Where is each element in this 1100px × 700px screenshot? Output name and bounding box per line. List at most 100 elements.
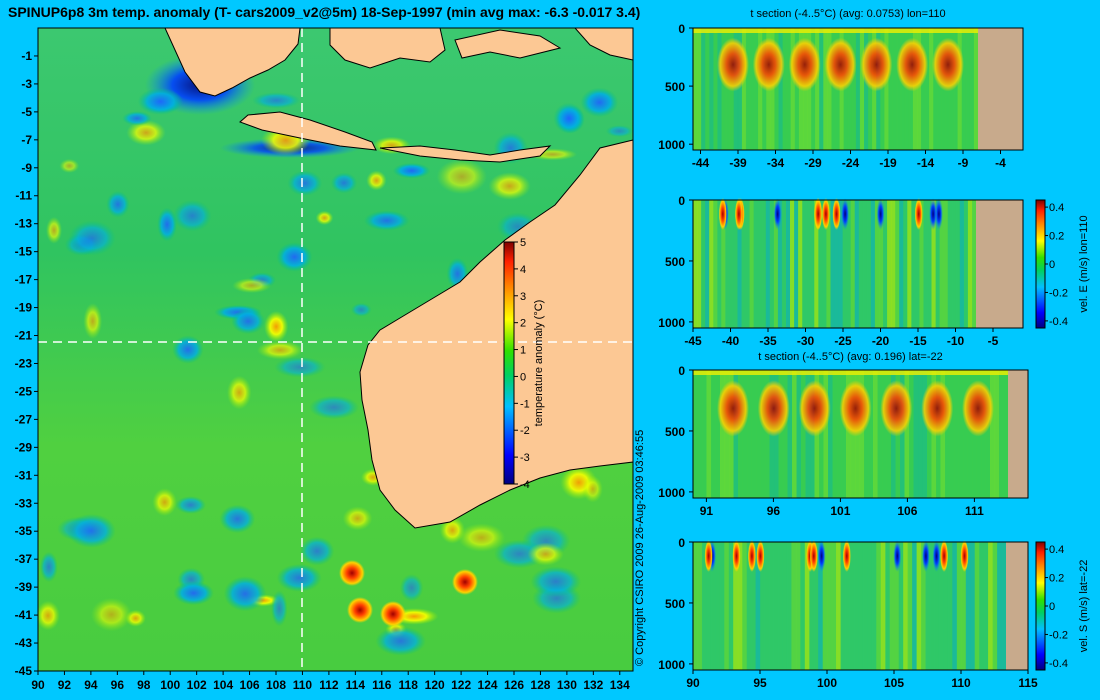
section-x-tick-label: -40 — [722, 334, 740, 348]
section-x-tick-label: 105 — [884, 676, 904, 690]
warm-eddy — [152, 488, 177, 517]
section-x-tick-label: -5 — [988, 334, 999, 348]
section-column — [992, 542, 998, 670]
section-column — [866, 200, 872, 328]
section-column — [751, 542, 757, 670]
section-column — [717, 28, 723, 150]
section-column — [947, 200, 953, 328]
section-column — [882, 370, 888, 498]
section-column — [840, 542, 846, 670]
section-colorbar-ramp — [1035, 199, 1046, 329]
section-column — [749, 200, 755, 328]
section-column — [823, 28, 828, 150]
positive-velocity-jet — [734, 198, 743, 230]
section-column — [953, 28, 959, 150]
map-frame — [37, 27, 634, 672]
section-x-tick-label: 90 — [686, 676, 700, 690]
section-column — [967, 200, 973, 328]
cool-eddy — [375, 626, 427, 656]
section-column — [990, 370, 996, 498]
section-column — [790, 200, 795, 328]
section-colorbar-tick-label: 0.4 — [1049, 544, 1064, 556]
section-column — [929, 28, 934, 150]
section-column — [693, 28, 698, 150]
section-x-tick-label: -35 — [759, 334, 777, 348]
section-y-tick-label: 1000 — [658, 486, 685, 500]
warm-core — [717, 380, 749, 437]
section-column — [907, 542, 913, 670]
negative-velocity-jet — [817, 540, 826, 572]
section-column — [834, 200, 840, 328]
section-column — [923, 200, 928, 328]
map-y-tick-label: -21 — [15, 329, 33, 343]
section-column — [782, 28, 788, 150]
positive-velocity-jet — [747, 540, 756, 572]
negative-velocity-jet — [893, 540, 902, 572]
section-frame — [692, 369, 1029, 499]
section-column — [753, 200, 759, 328]
section-column — [710, 542, 716, 670]
map-colorbar-tick-label: -3 — [520, 452, 530, 464]
section-colorbar-tick-label: 0 — [1049, 259, 1055, 271]
section-column — [737, 542, 743, 670]
positive-velocity-jet — [940, 540, 949, 572]
section-colorbar-tick-label: 0.2 — [1049, 231, 1064, 243]
map-x-tick-label: 90 — [31, 678, 45, 692]
positive-velocity-jet — [718, 198, 727, 230]
section-column — [721, 200, 726, 328]
section-panel-vel_e_lon: -45 -40 -35 -30 -25 -20 -15 -10 -5 0 500 1000 0.4 0.2… — [658, 194, 1090, 348]
land-nusa-tenggara — [379, 145, 552, 163]
section-column — [745, 200, 751, 328]
section-column — [874, 200, 880, 328]
section-column — [847, 28, 853, 150]
section-column — [907, 200, 912, 328]
section-column — [724, 542, 730, 670]
section-panel-vel_s_lat: 90 95 100 105 110 115 0 500 1000 0.4 0.2 0 -0.2 -0.4 v… — [658, 536, 1090, 690]
section-colorbar-ramp — [1035, 541, 1046, 671]
section-column — [693, 542, 699, 670]
map-colorbar-tick-label: 4 — [520, 264, 526, 276]
section-column — [952, 542, 958, 670]
section-x-tick-label: -25 — [834, 334, 852, 348]
cool-eddy — [400, 574, 424, 602]
section-column — [841, 370, 847, 498]
section-column — [814, 200, 819, 328]
section-column — [937, 28, 942, 150]
section-column — [842, 200, 848, 328]
section-column — [838, 200, 844, 328]
section-column — [868, 370, 874, 498]
section-column — [935, 200, 941, 328]
map-y-tick-label: -31 — [15, 468, 33, 482]
warm-core — [717, 37, 749, 92]
warm-core — [752, 37, 785, 92]
section-column — [757, 200, 763, 328]
section-column — [988, 542, 994, 670]
warm-eddy — [342, 506, 373, 531]
section-column — [719, 542, 725, 670]
section-column — [887, 200, 892, 328]
section-column — [706, 542, 712, 670]
negative-velocity-jet — [934, 198, 943, 230]
warm-eddy — [91, 597, 132, 632]
section-x-tick-label: -45 — [684, 334, 702, 348]
section-column — [794, 28, 800, 150]
strong-warm-eddy — [380, 601, 406, 627]
section-x-tick-label: -10 — [947, 334, 965, 348]
section-colorbar-tick-label: -0.4 — [1049, 658, 1068, 670]
warm-eddy — [59, 158, 80, 173]
positive-velocity-jet — [756, 540, 765, 572]
section-column — [947, 542, 953, 670]
section-column — [706, 370, 712, 498]
cool-eddy — [392, 163, 431, 179]
section-column — [888, 28, 894, 150]
section-colorbar-tick-label: -0.2 — [1049, 629, 1068, 641]
section-colorbar-tick-label: 0.4 — [1049, 202, 1064, 214]
section-column — [891, 200, 896, 328]
section-column — [713, 200, 718, 328]
land-borneo-sulawesi — [329, 27, 446, 69]
section-x-tick-label: -14 — [917, 156, 935, 170]
warm-eddy — [366, 170, 387, 191]
positive-velocity-jet — [814, 198, 823, 230]
section-column — [737, 200, 743, 328]
